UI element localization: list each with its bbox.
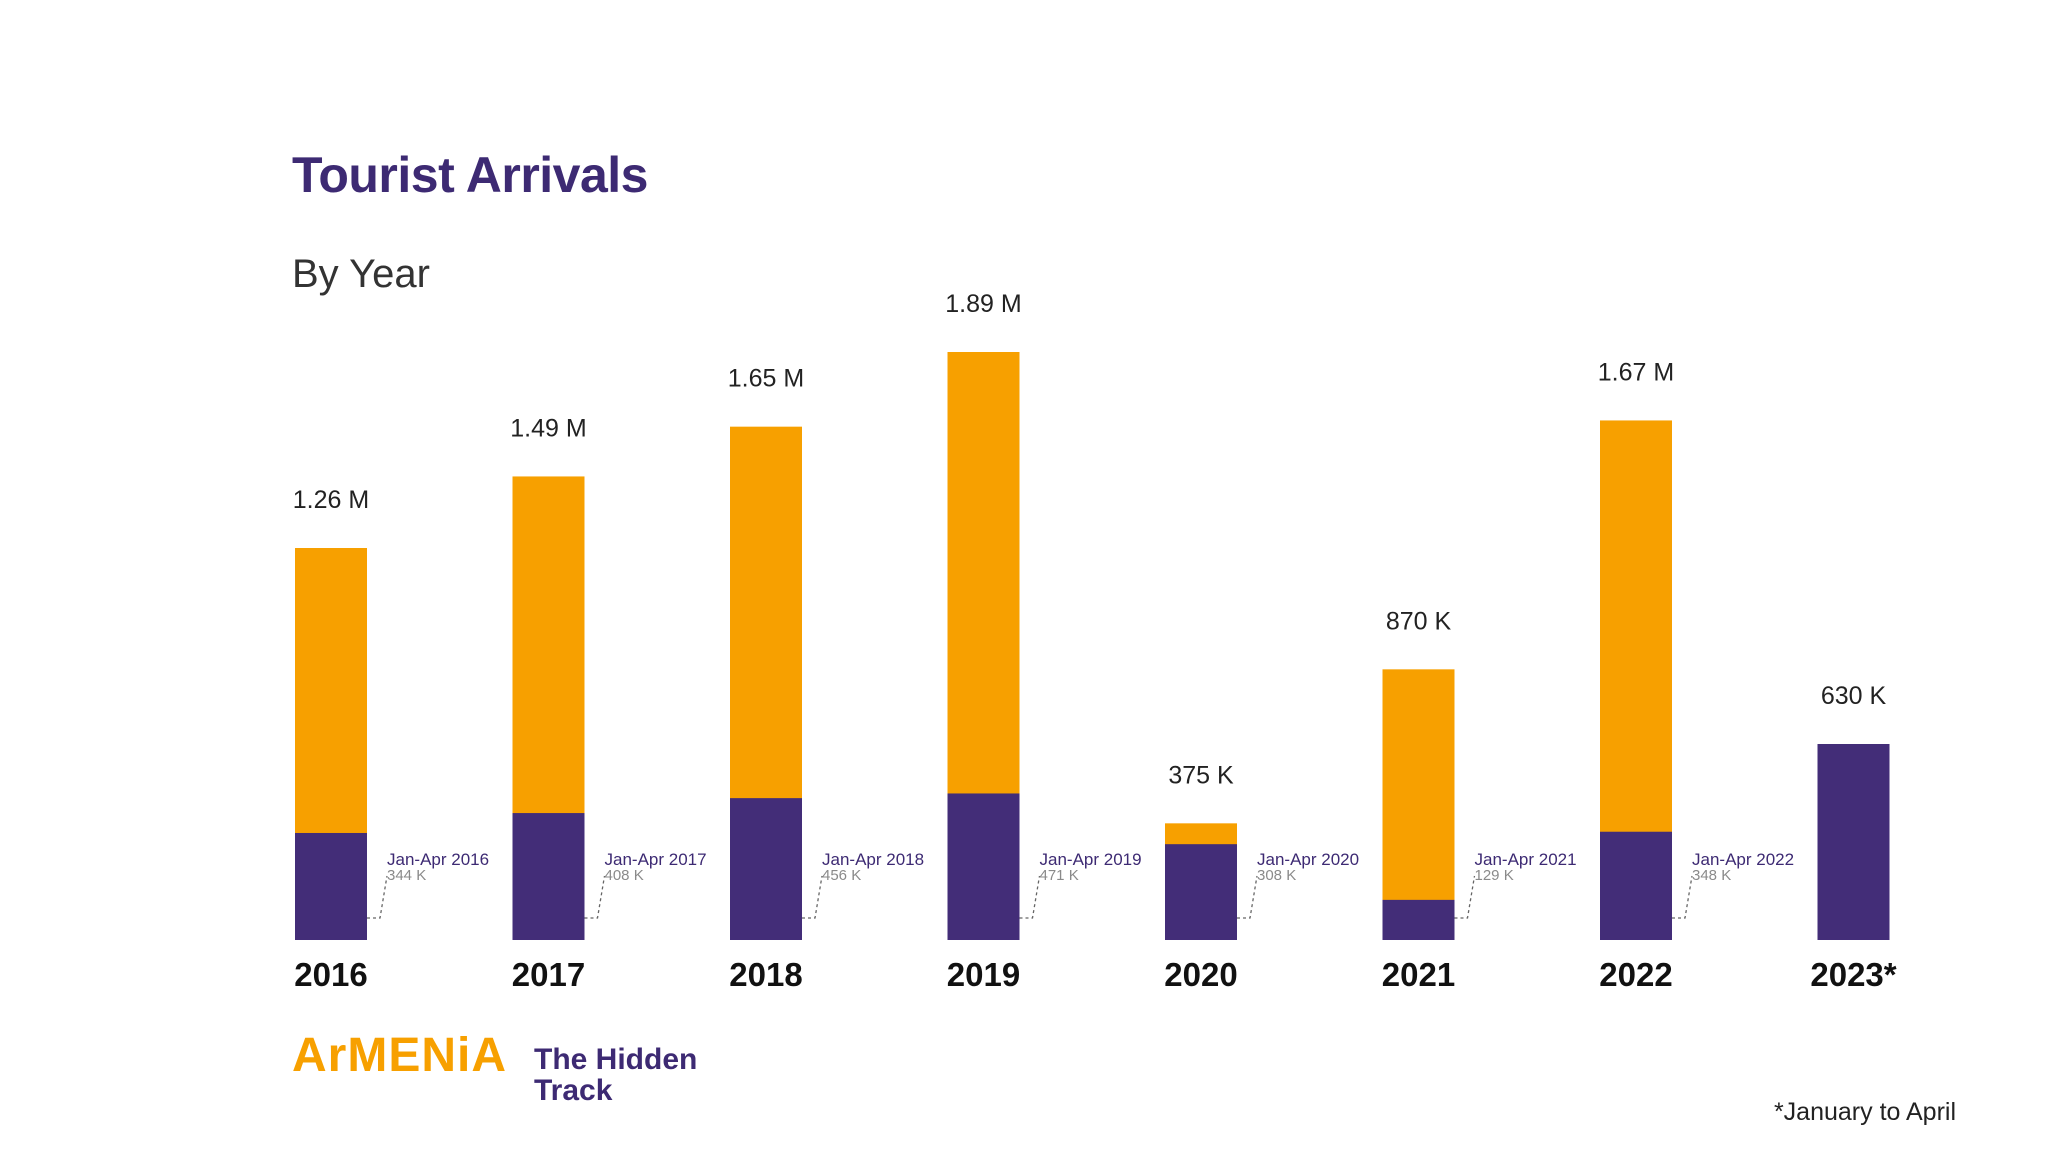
chart-subtitle: By Year <box>292 252 430 296</box>
annotation-period: Jan-Apr 2017 <box>605 850 707 869</box>
x-tick-label: 2023* <box>1810 956 1896 993</box>
annotation-value: 456 K <box>822 867 861 884</box>
x-tick-label: 2019 <box>947 956 1020 993</box>
bar-jan-apr <box>295 832 367 940</box>
total-label: 1.49 M <box>510 414 586 442</box>
annotation-period: Jan-Apr 2020 <box>1257 850 1359 869</box>
bar-jan-apr <box>1382 899 1455 940</box>
annotation-period: Jan-Apr 2021 <box>1475 850 1577 869</box>
x-tick-label: 2018 <box>729 956 802 993</box>
total-label: 1.67 M <box>1598 358 1674 386</box>
x-tick-label: 2020 <box>1164 956 1237 993</box>
x-tick-label: 2017 <box>512 956 585 993</box>
bar-jan-apr <box>512 813 585 940</box>
total-label: 630 K <box>1821 682 1887 710</box>
annotation-period: Jan-Apr 2019 <box>1040 850 1142 869</box>
bar-jan-apr <box>730 798 802 940</box>
armenia-logo: ArMENiA <box>292 1029 508 1082</box>
total-label: 1.65 M <box>728 365 804 393</box>
annotation-value: 471 K <box>1040 867 1079 884</box>
annotation-leader <box>802 875 823 919</box>
annotation-value: 344 K <box>387 867 426 884</box>
annotation-period: Jan-Apr 2022 <box>1692 850 1794 869</box>
annotation-period: Jan-Apr 2018 <box>822 850 924 869</box>
bar-jan-apr <box>1817 744 1890 940</box>
x-tick-label: 2022 <box>1599 956 1672 993</box>
annotation-leader <box>1237 875 1258 919</box>
annotation-leader <box>1672 875 1693 919</box>
total-label: 375 K <box>1168 761 1234 789</box>
annotation-leader <box>1019 875 1041 919</box>
footnote: *January to April <box>1773 1098 1956 1126</box>
bar-jan-apr <box>1165 844 1237 940</box>
annotation-value: 308 K <box>1257 867 1296 884</box>
annotation-leader <box>367 875 388 919</box>
bar-jan-apr <box>1600 831 1672 940</box>
annotation-value: 348 K <box>1692 867 1731 884</box>
total-label: 1.89 M <box>945 290 1021 318</box>
total-label: 1.26 M <box>293 486 369 514</box>
annotation-period: Jan-Apr 2016 <box>387 850 489 869</box>
chart-title: Tourist Arrivals <box>292 147 649 203</box>
x-tick-label: 2016 <box>294 956 367 993</box>
bar-annual <box>1382 669 1455 940</box>
annotation-leader <box>584 875 606 919</box>
total-label: 870 K <box>1386 607 1452 635</box>
annotation-value: 129 K <box>1475 867 1514 884</box>
annotation-value: 408 K <box>605 867 644 884</box>
x-tick-label: 2021 <box>1382 956 1455 993</box>
bar-jan-apr <box>947 793 1020 940</box>
brand-tagline: The Hidden Track <box>534 1043 698 1107</box>
annotation-leader <box>1454 875 1476 919</box>
